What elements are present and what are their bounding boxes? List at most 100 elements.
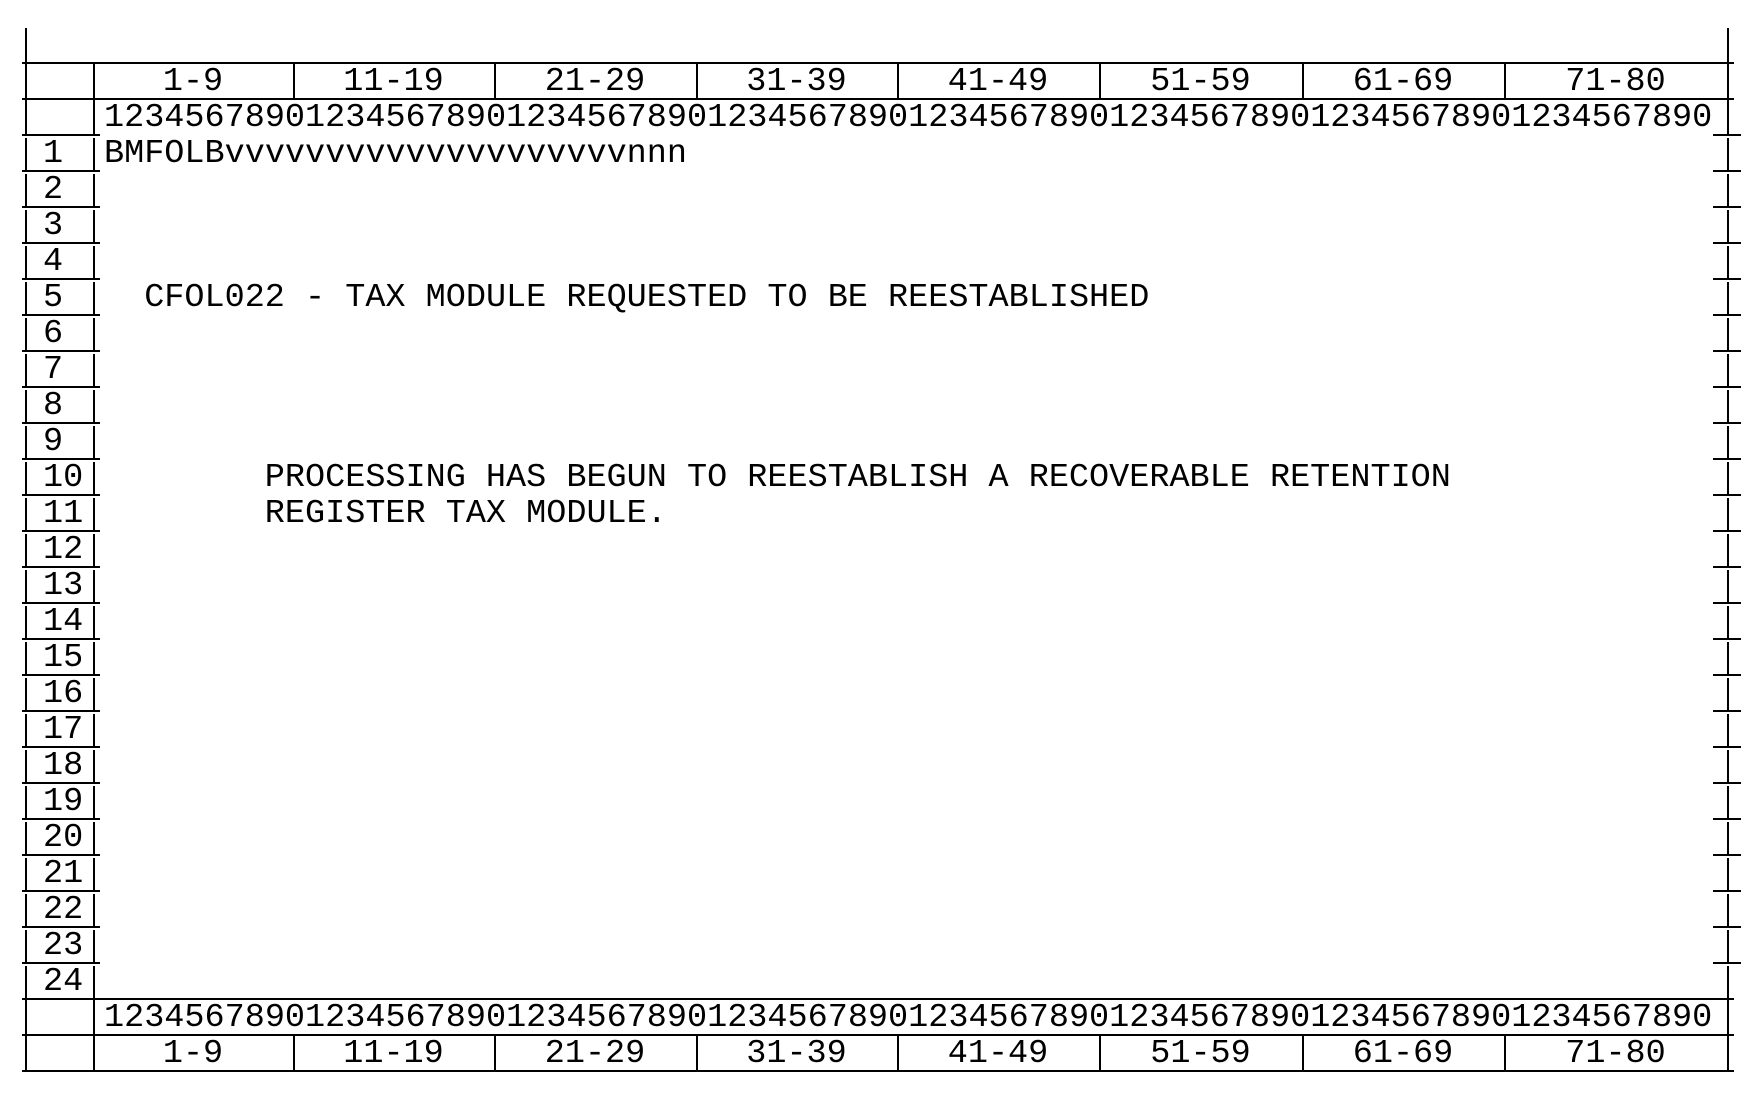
row-number-left-edge — [25, 138, 27, 170]
row-number-left-edge — [25, 966, 27, 998]
column-ruler: 1234567890123456789012345678901234567890… — [104, 99, 1713, 137]
top-column-header-top-line — [22, 62, 1734, 64]
bottom-column-header-divider — [1504, 1034, 1506, 1070]
right-edge — [1727, 822, 1729, 854]
row-number-divider — [93, 714, 95, 746]
column-group-label: 1-9 — [162, 63, 224, 101]
right-edge — [1727, 390, 1729, 422]
row-number: 23 — [43, 927, 84, 965]
row-number: 5 — [43, 279, 64, 317]
row-number: 2 — [43, 171, 64, 209]
right-tick — [1713, 170, 1741, 172]
right-edge — [1727, 534, 1729, 566]
column-group-label: 21-29 — [544, 63, 646, 101]
row-number-line — [22, 350, 100, 352]
row-number: 12 — [43, 531, 84, 569]
bottom-column-header-divider — [696, 1034, 698, 1070]
row-number-left-edge — [25, 678, 27, 710]
top-ruler-right-edge — [1727, 98, 1729, 134]
top-ruler-left-edge — [25, 98, 27, 134]
right-tick — [1713, 278, 1741, 280]
right-edge — [1727, 282, 1729, 314]
bottom-ruler-top-line — [22, 998, 1734, 1000]
row-number-left-edge — [25, 894, 27, 926]
bottom-ruler-right-edge — [1727, 998, 1729, 1034]
right-edge — [1727, 318, 1729, 350]
column-group-label: 11-19 — [343, 1035, 444, 1073]
column-group-label: 1-9 — [162, 1035, 224, 1073]
right-tick — [1713, 890, 1741, 892]
bottom-ruler-num-divider — [93, 998, 95, 1034]
right-tick — [1713, 566, 1741, 568]
row-number-line — [22, 386, 100, 388]
row-number-line — [22, 962, 100, 964]
row-number-left-edge — [25, 786, 27, 818]
right-tick — [1713, 458, 1741, 460]
row-number-divider — [93, 750, 95, 782]
row-number-divider — [93, 246, 95, 278]
right-tick — [1713, 854, 1741, 856]
row-number-line — [22, 638, 100, 640]
bottom-column-header-divider — [293, 1034, 295, 1070]
row-number-line — [22, 710, 100, 712]
column-group-label: 41-49 — [947, 1035, 1049, 1073]
row-number-line — [22, 134, 100, 136]
top-column-header-divider — [494, 62, 496, 98]
row-number-left-edge — [25, 210, 27, 242]
row-number-divider — [93, 786, 95, 818]
row-number-left-edge — [25, 606, 27, 638]
right-tick — [1713, 962, 1741, 964]
row-number-divider — [93, 822, 95, 854]
row-number: 7 — [43, 351, 64, 389]
row-number-divider — [93, 138, 95, 170]
row-number: 3 — [43, 207, 64, 245]
row-number-left-edge — [25, 822, 27, 854]
bottom-column-header-divider — [494, 1034, 496, 1070]
column-group-label: 71-80 — [1565, 1035, 1666, 1073]
column-group-label: 61-69 — [1352, 63, 1454, 101]
row-number-divider — [93, 462, 95, 494]
row-number: 24 — [43, 963, 84, 1001]
right-edge — [1727, 498, 1729, 530]
top-column-header-left-edge — [25, 62, 27, 98]
right-edge — [1727, 966, 1729, 998]
row-number-divider — [93, 390, 95, 422]
top-column-header-divider — [293, 62, 295, 98]
row-number-divider — [93, 894, 95, 926]
right-tick — [1713, 530, 1741, 532]
row-number-line — [22, 458, 100, 460]
right-edge — [1727, 930, 1729, 962]
right-edge — [1727, 678, 1729, 710]
column-ruler: 1234567890123456789012345678901234567890… — [104, 999, 1713, 1037]
right-edge — [1727, 714, 1729, 746]
row-number: 21 — [43, 855, 84, 893]
row-number-divider — [93, 642, 95, 674]
row-number-left-edge — [25, 354, 27, 386]
bottom-column-header-top-line — [22, 1034, 1734, 1036]
row-number: 15 — [43, 639, 84, 677]
row-number-line — [22, 206, 100, 208]
row-number: 17 — [43, 711, 84, 749]
top-column-header-divider — [1504, 62, 1506, 98]
row-number: 16 — [43, 675, 84, 713]
row-number-divider — [93, 426, 95, 458]
row-number-line — [22, 818, 100, 820]
row-number-left-edge — [25, 714, 27, 746]
row-number-left-edge — [25, 390, 27, 422]
right-edge — [1727, 570, 1729, 602]
row-number: 6 — [43, 315, 64, 353]
row-number-divider — [93, 858, 95, 890]
right-tick — [1713, 926, 1741, 928]
column-group-label: 41-49 — [947, 63, 1049, 101]
right-edge — [1727, 354, 1729, 386]
right-edge — [1727, 606, 1729, 638]
bottom-column-header-left-edge — [25, 1034, 27, 1070]
row-number-line — [22, 530, 100, 532]
row-number-left-edge — [25, 318, 27, 350]
right-border — [1727, 28, 1729, 62]
right-tick — [1713, 494, 1741, 496]
right-tick — [1713, 710, 1741, 712]
row-number-line — [22, 494, 100, 496]
right-edge — [1727, 210, 1729, 242]
right-edge — [1727, 138, 1729, 170]
